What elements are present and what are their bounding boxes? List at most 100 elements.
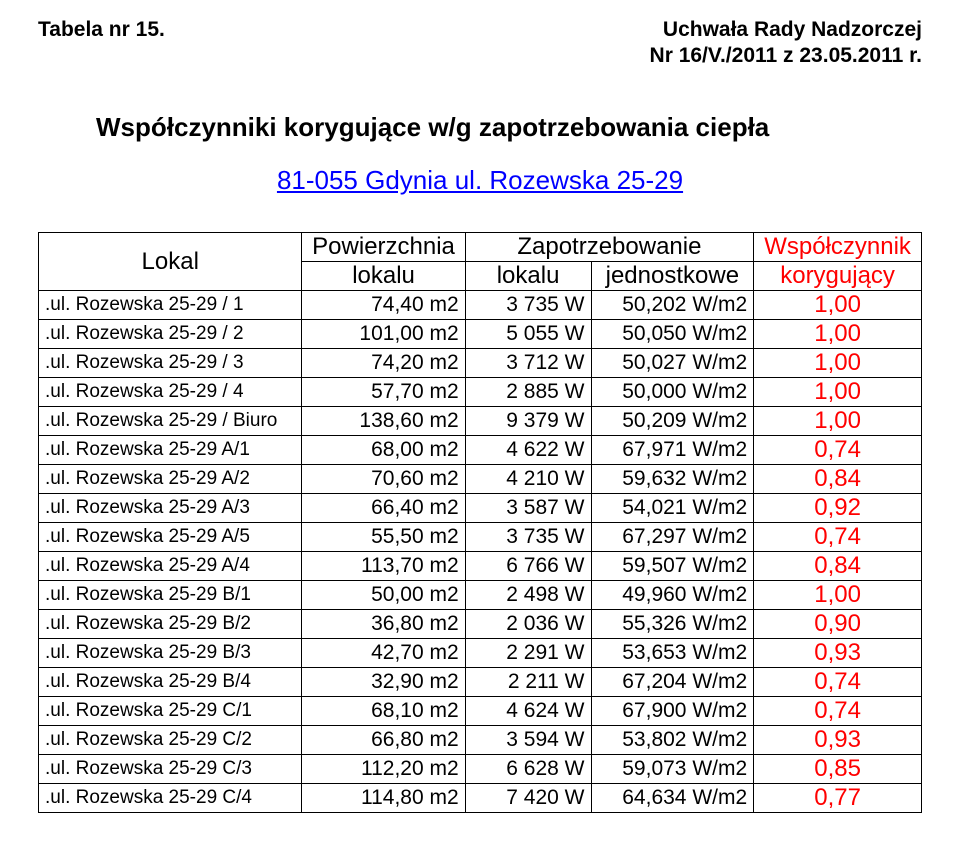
cell-area: 68,00 m2 <box>302 436 465 465</box>
header-left: Tabela nr 15. <box>38 18 165 42</box>
cell-demand: 7 420 W <box>465 784 591 813</box>
table-row: .ul. Rozewska 25-29 A/168,00 m24 622 W67… <box>39 436 922 465</box>
cell-unit: 53,653 W/m2 <box>591 639 754 668</box>
cell-coef: 1,00 <box>754 407 922 436</box>
cell-coef: 0,74 <box>754 668 922 697</box>
table-row: .ul. Rozewska 25-29 C/4114,80 m27 420 W6… <box>39 784 922 813</box>
table-row: .ul. Rozewska 25-29 A/366,40 m23 587 W54… <box>39 494 922 523</box>
cell-name: .ul. Rozewska 25-29 A/1 <box>39 436 302 465</box>
table-body: .ul. Rozewska 25-29 / 174,40 m23 735 W50… <box>39 291 922 813</box>
cell-unit: 55,326 W/m2 <box>591 610 754 639</box>
cell-demand: 3 594 W <box>465 726 591 755</box>
cell-demand: 2 291 W <box>465 639 591 668</box>
header-right-1: Uchwała Rady Nadzorczej <box>663 18 922 42</box>
cell-area: 74,20 m2 <box>302 349 465 378</box>
cell-coef: 0,92 <box>754 494 922 523</box>
header-row: Tabela nr 15. Uchwała Rady Nadzorczej <box>38 18 922 42</box>
page-subtitle: 81-055 Gdynia ul. Rozewska 25-29 <box>38 165 922 196</box>
cell-name: .ul. Rozewska 25-29 / 3 <box>39 349 302 378</box>
table-row: .ul. Rozewska 25-29 C/168,10 m24 624 W67… <box>39 697 922 726</box>
cell-name: .ul. Rozewska 25-29 B/1 <box>39 581 302 610</box>
cell-area: 70,60 m2 <box>302 465 465 494</box>
cell-coef: 0,84 <box>754 552 922 581</box>
cell-demand: 3 712 W <box>465 349 591 378</box>
cell-demand: 3 735 W <box>465 523 591 552</box>
col-lokalu-2: lokalu <box>465 262 591 291</box>
cell-area: 114,80 m2 <box>302 784 465 813</box>
col-zapotrzebowanie: Zapotrzebowanie <box>465 233 754 262</box>
cell-coef: 1,00 <box>754 320 922 349</box>
col-lokal: Lokal <box>39 233 302 291</box>
page-title: Współczynniki korygujące w/g zapotrzebow… <box>96 112 922 143</box>
table-row: .ul. Rozewska 25-29 B/342,70 m22 291 W53… <box>39 639 922 668</box>
cell-demand: 4 210 W <box>465 465 591 494</box>
cell-area: 138,60 m2 <box>302 407 465 436</box>
header-right-2: Nr 16/V./2011 z 23.05.2011 r. <box>38 44 922 68</box>
col-jednostkowe: jednostkowe <box>591 262 754 291</box>
cell-area: 101,00 m2 <box>302 320 465 349</box>
cell-unit: 50,027 W/m2 <box>591 349 754 378</box>
cell-area: 57,70 m2 <box>302 378 465 407</box>
cell-unit: 49,960 W/m2 <box>591 581 754 610</box>
table-row: .ul. Rozewska 25-29 / Biuro138,60 m29 37… <box>39 407 922 436</box>
cell-name: .ul. Rozewska 25-29 A/3 <box>39 494 302 523</box>
cell-area: 66,80 m2 <box>302 726 465 755</box>
cell-area: 32,90 m2 <box>302 668 465 697</box>
cell-name: .ul. Rozewska 25-29 / 2 <box>39 320 302 349</box>
cell-coef: 0,90 <box>754 610 922 639</box>
cell-name: .ul. Rozewska 25-29 B/2 <box>39 610 302 639</box>
cell-coef: 0,77 <box>754 784 922 813</box>
cell-demand: 4 624 W <box>465 697 591 726</box>
cell-area: 68,10 m2 <box>302 697 465 726</box>
cell-coef: 0,74 <box>754 523 922 552</box>
table-row: .ul. Rozewska 25-29 C/3112,20 m26 628 W5… <box>39 755 922 784</box>
table-head-row-1: Lokal Powierzchnia Zapotrzebowanie Współ… <box>39 233 922 262</box>
cell-name: .ul. Rozewska 25-29 A/5 <box>39 523 302 552</box>
cell-unit: 67,971 W/m2 <box>591 436 754 465</box>
cell-unit: 50,050 W/m2 <box>591 320 754 349</box>
cell-area: 42,70 m2 <box>302 639 465 668</box>
cell-unit: 50,202 W/m2 <box>591 291 754 320</box>
cell-coef: 0,93 <box>754 639 922 668</box>
page: Tabela nr 15. Uchwała Rady Nadzorczej Nr… <box>0 0 960 813</box>
cell-demand: 3 735 W <box>465 291 591 320</box>
cell-coef: 1,00 <box>754 349 922 378</box>
cell-unit: 54,021 W/m2 <box>591 494 754 523</box>
cell-unit: 67,900 W/m2 <box>591 697 754 726</box>
table-row: .ul. Rozewska 25-29 B/236,80 m22 036 W55… <box>39 610 922 639</box>
cell-area: 36,80 m2 <box>302 610 465 639</box>
cell-demand: 6 766 W <box>465 552 591 581</box>
cell-demand: 3 587 W <box>465 494 591 523</box>
table-row: .ul. Rozewska 25-29 A/4113,70 m26 766 W5… <box>39 552 922 581</box>
cell-coef: 0,85 <box>754 755 922 784</box>
cell-coef: 1,00 <box>754 581 922 610</box>
cell-name: .ul. Rozewska 25-29 / 4 <box>39 378 302 407</box>
cell-name: .ul. Rozewska 25-29 / 1 <box>39 291 302 320</box>
cell-name: .ul. Rozewska 25-29 C/4 <box>39 784 302 813</box>
cell-demand: 5 055 W <box>465 320 591 349</box>
cell-demand: 4 622 W <box>465 436 591 465</box>
cell-name: .ul. Rozewska 25-29 A/2 <box>39 465 302 494</box>
cell-demand: 2 885 W <box>465 378 591 407</box>
table-row: .ul. Rozewska 25-29 A/555,50 m23 735 W67… <box>39 523 922 552</box>
cell-coef: 0,93 <box>754 726 922 755</box>
col-korygujacy: korygujący <box>754 262 922 291</box>
cell-area: 55,50 m2 <box>302 523 465 552</box>
cell-name: .ul. Rozewska 25-29 / Biuro <box>39 407 302 436</box>
cell-demand: 2 498 W <box>465 581 591 610</box>
table-row: .ul. Rozewska 25-29 B/150,00 m22 498 W49… <box>39 581 922 610</box>
cell-name: .ul. Rozewska 25-29 A/4 <box>39 552 302 581</box>
cell-unit: 50,000 W/m2 <box>591 378 754 407</box>
cell-area: 113,70 m2 <box>302 552 465 581</box>
data-table: Lokal Powierzchnia Zapotrzebowanie Współ… <box>38 232 922 813</box>
cell-unit: 50,209 W/m2 <box>591 407 754 436</box>
cell-area: 50,00 m2 <box>302 581 465 610</box>
col-powierzchnia: Powierzchnia <box>302 233 465 262</box>
table-row: .ul. Rozewska 25-29 / 374,20 m23 712 W50… <box>39 349 922 378</box>
cell-coef: 1,00 <box>754 291 922 320</box>
cell-name: .ul. Rozewska 25-29 C/3 <box>39 755 302 784</box>
col-wspolczynnik: Współczynnik <box>754 233 922 262</box>
cell-name: .ul. Rozewska 25-29 C/2 <box>39 726 302 755</box>
table-head: Lokal Powierzchnia Zapotrzebowanie Współ… <box>39 233 922 291</box>
cell-coef: 0,84 <box>754 465 922 494</box>
